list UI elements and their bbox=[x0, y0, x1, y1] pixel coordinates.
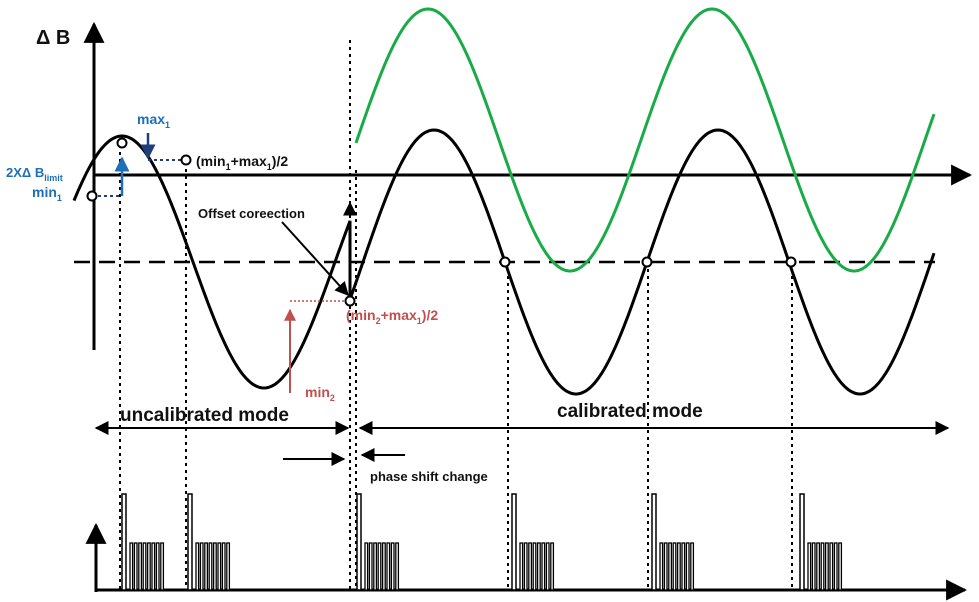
pulse-small bbox=[536, 542, 541, 591]
pulse-small bbox=[204, 542, 209, 591]
pulse-small bbox=[155, 542, 160, 591]
pulse-small bbox=[368, 542, 373, 591]
pulse-small bbox=[829, 542, 834, 591]
limit-label: 2XΔ Blimit bbox=[6, 165, 63, 183]
calibrated-mode-label: calibrated mode bbox=[557, 401, 703, 422]
pulse-large bbox=[511, 493, 517, 591]
pulse-large bbox=[799, 493, 805, 591]
pulse-small bbox=[681, 542, 686, 591]
pulse-small bbox=[146, 542, 151, 591]
pulse-small bbox=[212, 542, 217, 591]
pulse-small bbox=[151, 542, 156, 591]
pulse-small bbox=[668, 542, 673, 591]
pulse-large bbox=[121, 493, 127, 591]
vertical-dotted-lines bbox=[119, 40, 793, 590]
pulse-small bbox=[226, 542, 231, 591]
pulse-small bbox=[519, 542, 524, 591]
min1-label: min1 bbox=[32, 184, 62, 203]
pulse-large bbox=[356, 493, 362, 591]
pulse-small bbox=[142, 542, 147, 591]
pulse-small bbox=[381, 542, 386, 591]
pulse-small bbox=[833, 542, 838, 591]
pulse-small bbox=[532, 542, 537, 591]
pulse-small bbox=[528, 542, 533, 591]
uncalibrated-mode-label: uncalibrated mode bbox=[120, 405, 289, 426]
max1-label: max1 bbox=[137, 111, 170, 130]
pulse-small bbox=[133, 542, 138, 591]
pulse-small bbox=[811, 542, 816, 591]
axis-y-label: Δ B bbox=[36, 27, 70, 49]
pulse-small bbox=[395, 542, 400, 591]
pulse-small bbox=[208, 542, 213, 591]
pulse-small bbox=[838, 542, 843, 591]
min2-label: min2 bbox=[305, 384, 335, 403]
pulse-small bbox=[824, 542, 829, 591]
pulse-small bbox=[138, 542, 143, 591]
pulse-small bbox=[685, 542, 690, 591]
pulse-small bbox=[523, 542, 528, 591]
pulse-small bbox=[820, 542, 825, 591]
pulse-small bbox=[390, 542, 395, 591]
pulse-small bbox=[545, 542, 550, 591]
pulse-small bbox=[807, 542, 812, 591]
calibrated-signal-curve bbox=[354, 7, 936, 273]
pulse-small bbox=[816, 542, 821, 591]
sample-markers bbox=[86, 137, 797, 307]
avg2-label: (min2+max1)/2 bbox=[346, 307, 438, 326]
phase-shift-label: phase shift change bbox=[370, 469, 488, 484]
pulse-small bbox=[217, 542, 222, 591]
pulse-small bbox=[386, 542, 391, 591]
avg1-label: (min1+max1)/2 bbox=[196, 153, 288, 172]
pulse-small bbox=[676, 542, 681, 591]
offset-pointer-arrow bbox=[281, 221, 349, 297]
pulse-small bbox=[377, 542, 382, 591]
pulse-small bbox=[659, 542, 664, 591]
pulse-small bbox=[199, 542, 204, 591]
pulse-large bbox=[651, 493, 657, 591]
pulse-large bbox=[187, 493, 193, 591]
pulse-small bbox=[373, 542, 378, 591]
pulse-small bbox=[221, 542, 226, 591]
pulse-small bbox=[541, 542, 546, 591]
offset-correction-label: Offset coreection bbox=[198, 206, 305, 221]
pulse-small bbox=[550, 542, 555, 591]
pulse-small bbox=[364, 542, 369, 591]
pulse-small bbox=[129, 542, 134, 591]
pulse-small bbox=[672, 542, 677, 591]
pulse-trains bbox=[121, 493, 843, 591]
pulse-small bbox=[690, 542, 695, 591]
pulse-small bbox=[663, 542, 668, 591]
pulse-small bbox=[195, 542, 200, 591]
pulse-small bbox=[160, 542, 165, 591]
